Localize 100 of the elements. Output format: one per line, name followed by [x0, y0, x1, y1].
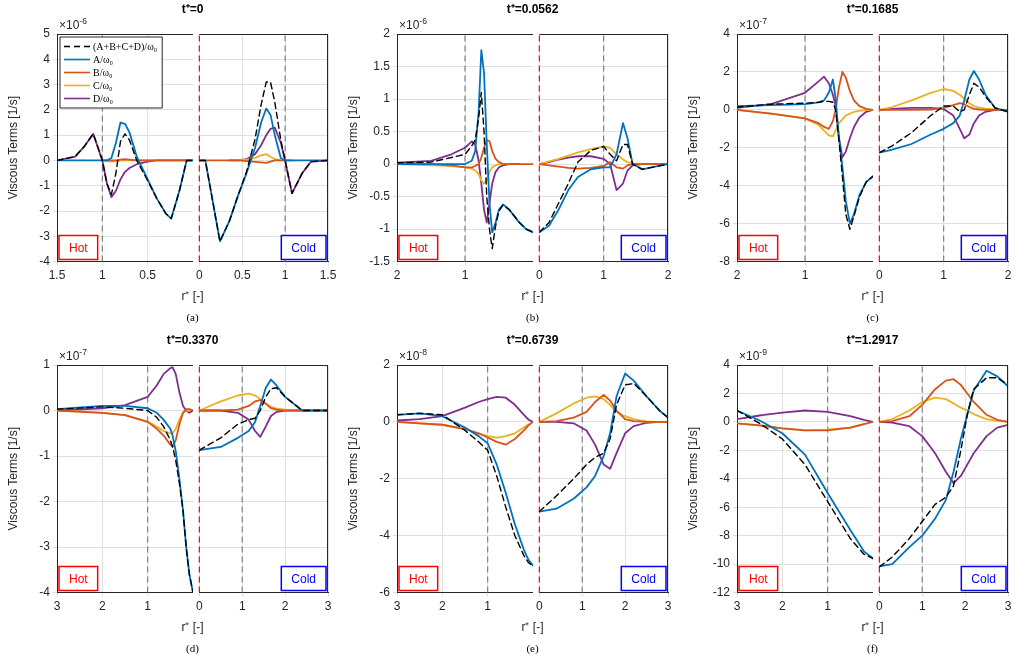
x-tick-label: 3 [393, 599, 401, 614]
x-tick-label: 1 [98, 268, 106, 283]
legend-label: B/ω₀ [93, 67, 114, 78]
x-tick-label: 2 [621, 599, 629, 614]
x-tick-label: 0.5 [233, 268, 251, 283]
y-tick-label: 4 [723, 357, 731, 372]
x-axis-title: r⁺ [-] [860, 619, 885, 636]
y-tick-label: -8 [719, 528, 731, 543]
x-axis-title: r⁺ [-] [520, 288, 545, 305]
y-tick-label: -1.5 [369, 253, 391, 268]
y-tick-label: -10 [712, 556, 731, 571]
y-tick-label: -4 [719, 178, 731, 193]
annotation: Cold [971, 241, 997, 256]
x-tick-label: 1 [940, 268, 948, 283]
y-tick-label: -1 [39, 178, 51, 193]
x-tick-label: 1 [918, 599, 926, 614]
text: (e) [525, 641, 540, 656]
legend-label: C/ω₀ [93, 80, 114, 91]
x-axis-title: r⁺ [-] [860, 288, 885, 305]
y-tick-label: -2 [39, 203, 51, 218]
x-tick-label: 1 [600, 268, 608, 283]
annotation: Hot [69, 241, 89, 256]
x-tick-label: 1 [578, 599, 586, 614]
y-tick-label: 3 [43, 76, 51, 91]
y-tick-label: 2 [43, 102, 51, 117]
y-tick-label: -4 [379, 528, 391, 543]
x-tick-label: 2 [393, 268, 401, 283]
annotation: Cold [631, 572, 657, 587]
x-axis-title: r⁺ [-] [180, 288, 205, 305]
y-tick-label: -3 [39, 228, 51, 243]
y-tick-label: 0.5 [373, 123, 391, 138]
y-tick-label: 0 [43, 152, 51, 167]
y-tick-label: 0 [383, 414, 391, 429]
y-tick-label: -2 [39, 493, 51, 508]
x-tick-label: 0 [875, 599, 883, 614]
x-tick-label: 3 [53, 599, 61, 614]
y-tick-label: 1.5 [373, 58, 391, 73]
chart-title: t⁺=0.1685 [846, 2, 899, 16]
y-tick-label: 5 [43, 26, 51, 41]
annotation: Cold [631, 241, 657, 256]
x-tick-label: 0 [535, 268, 543, 283]
y-tick-label: -2 [719, 140, 731, 155]
y-axis-title: Viscous Terms [1/s] [345, 96, 360, 200]
text: (f) [866, 641, 879, 656]
x-tick-label: 2 [281, 599, 289, 614]
y-tick-label: -4 [39, 584, 51, 599]
y-tick-label: -1 [39, 448, 51, 463]
y-tick-label: -6 [719, 499, 731, 514]
y-tick-label: -8 [719, 253, 731, 268]
y-tick-label: 0 [723, 414, 731, 429]
text: (a) [185, 310, 200, 325]
y-tick-label: 0 [383, 156, 391, 171]
y-axis-title: Viscous Terms [1/s] [345, 427, 360, 531]
y-tick-label: 4 [43, 51, 51, 66]
x-axis-title: r⁺ [-] [520, 619, 545, 636]
annotation: Hot [409, 572, 429, 587]
x-tick-label: 1 [824, 599, 832, 614]
text: (d) [185, 641, 200, 656]
text: (b) [525, 310, 540, 325]
x-tick-label: 2 [98, 599, 106, 614]
y-tick-label: -6 [719, 215, 731, 230]
y-tick-label: -2 [379, 471, 391, 486]
x-tick-label: 0 [535, 599, 543, 614]
x-tick-label: 0.5 [139, 268, 157, 283]
chart-title: t⁺=1.2917 [846, 333, 899, 347]
x-tick-label: 3 [324, 599, 332, 614]
x-tick-label: 2 [778, 599, 786, 614]
y-tick-label: -0.5 [369, 188, 391, 203]
x-tick-label: 1.5 [319, 268, 337, 283]
annotation: Hot [749, 241, 769, 256]
chart-title: t⁺=0.6739 [506, 333, 559, 347]
x-tick-label: 0 [195, 599, 203, 614]
chart-title: t⁺=0 [181, 2, 204, 16]
annotation: Cold [971, 572, 997, 587]
annotation: Hot [749, 572, 769, 587]
y-tick-label: 1 [383, 91, 391, 106]
y-tick-label: 0 [723, 102, 731, 117]
x-tick-label: 2 [438, 599, 446, 614]
text: (c) [865, 310, 880, 325]
legend-label: A/ω₀ [93, 54, 114, 65]
annotation: Cold [291, 241, 317, 256]
legend-label: (A+B+C+D)/ω₀ [93, 41, 158, 53]
y-tick-label: -6 [379, 584, 391, 599]
x-tick-label: 1 [144, 599, 152, 614]
y-tick-label: -4 [39, 253, 51, 268]
x-tick-label: 1 [461, 268, 469, 283]
y-tick-label: 4 [723, 26, 731, 41]
x-tick-label: 3 [733, 599, 741, 614]
annotation: Hot [409, 241, 429, 256]
y-axis-title: Viscous Terms [1/s] [5, 96, 20, 200]
y-tick-label: 1 [43, 127, 51, 142]
y-tick-label: -2 [719, 442, 731, 457]
x-tick-label: 3 [1004, 599, 1012, 614]
x-tick-label: 0 [195, 268, 203, 283]
x-tick-label: 0 [875, 268, 883, 283]
y-axis-title: Viscous Terms [1/s] [5, 427, 20, 531]
x-tick-label: 2 [664, 268, 672, 283]
x-tick-label: 2 [733, 268, 741, 283]
y-tick-label: -4 [719, 471, 731, 486]
x-tick-label: 2 [961, 599, 969, 614]
